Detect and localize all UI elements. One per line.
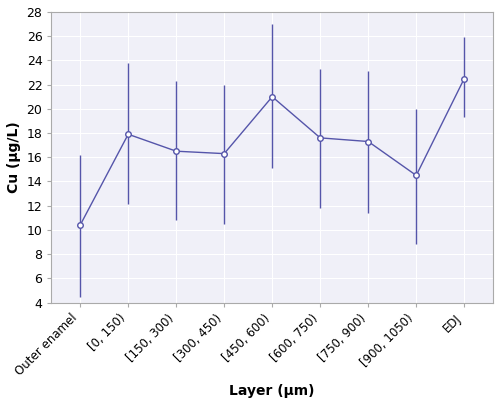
X-axis label: Layer (μm): Layer (μm)	[230, 384, 315, 398]
Y-axis label: Cu (μg/L): Cu (μg/L)	[7, 122, 21, 193]
